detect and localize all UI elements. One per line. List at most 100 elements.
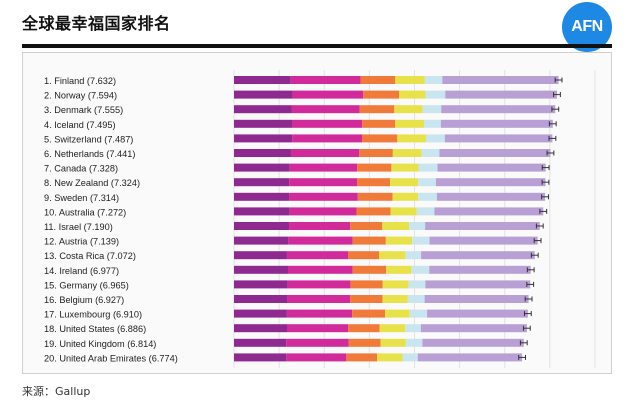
- bar-segment: [405, 338, 423, 347]
- bar-segment: [391, 163, 419, 172]
- bar-segment: [292, 119, 363, 128]
- bar-segment: [286, 338, 349, 347]
- bar-segment: [363, 90, 400, 99]
- bar-segment: [350, 295, 383, 303]
- bar-segment: [289, 178, 358, 187]
- bar-segment: [425, 222, 540, 230]
- bar-segment: [392, 149, 422, 157]
- bar-segment: [427, 309, 528, 318]
- bar-segment: [440, 119, 553, 128]
- bar-segment: [420, 324, 527, 333]
- country-label: 13. Costa Rica (7.072): [44, 251, 136, 261]
- bar-segment: [399, 90, 426, 99]
- bar-segment: [422, 105, 442, 114]
- country-label: 9. Sweden (7.314): [44, 193, 119, 203]
- bar-segment: [234, 236, 289, 245]
- bar-segment: [234, 149, 291, 157]
- bar-segment: [379, 324, 406, 333]
- bar-segment: [437, 163, 546, 172]
- bar-segment: [418, 178, 436, 187]
- bar-segment: [234, 280, 288, 289]
- country-label: 6. Netherlands (7.441): [44, 149, 135, 159]
- country-label: 5. Switzerland (7.487): [44, 134, 133, 144]
- bar-segment: [359, 105, 395, 114]
- bar-segment: [392, 192, 419, 201]
- bar-segment: [234, 295, 288, 303]
- bar-segment: [234, 265, 289, 274]
- bar-segment: [385, 309, 410, 318]
- bar-segment: [425, 90, 446, 99]
- bar-segment: [234, 90, 293, 99]
- bar-segment: [439, 149, 551, 157]
- bar-segment: [352, 236, 386, 245]
- bar-segment: [352, 265, 387, 274]
- country-label: 15. Germany (6.965): [44, 280, 129, 290]
- country-label: 14. Ireland (6.977): [44, 266, 119, 276]
- bar-segment: [348, 324, 380, 333]
- bar-segment: [357, 163, 392, 172]
- bar-segment: [359, 149, 393, 157]
- bar-segment: [348, 338, 381, 347]
- bar-segment: [379, 251, 406, 260]
- bar-segment: [346, 353, 378, 362]
- bar-segment: [382, 222, 410, 230]
- bar-segment: [234, 134, 293, 143]
- bar-segment: [234, 324, 288, 333]
- country-label: 19. United Kingdom (6.814): [44, 339, 156, 349]
- bar-segment: [288, 236, 353, 245]
- bar-segment: [390, 178, 419, 187]
- afn-logo: AFN: [562, 2, 612, 52]
- bar-segment: [424, 295, 529, 303]
- bar-segment: [394, 105, 423, 114]
- bar-segment: [289, 163, 358, 172]
- bar-segment: [234, 222, 290, 230]
- bar-segment: [350, 280, 383, 289]
- country-label: 8. New Zealand (7.324): [44, 178, 140, 188]
- bar-segment: [409, 309, 428, 318]
- bar-segment: [386, 265, 412, 274]
- bar-segment: [421, 149, 440, 157]
- bar-segment: [234, 338, 287, 347]
- bar-segment: [356, 207, 391, 216]
- bar-segment: [408, 280, 426, 289]
- country-label: 3. Denmark (7.555): [44, 105, 123, 115]
- bar-segment: [291, 105, 360, 114]
- bar-segment: [422, 338, 524, 347]
- bar-segment: [357, 192, 393, 201]
- bar-segment: [234, 207, 290, 216]
- title-divider: [22, 44, 612, 48]
- bar-segment: [397, 134, 427, 143]
- bar-segment: [287, 324, 349, 333]
- bar-segment: [390, 207, 417, 216]
- bar-segment: [416, 207, 435, 216]
- bar-segment: [289, 207, 357, 216]
- bar-segment: [234, 163, 290, 172]
- bar-segment: [286, 353, 347, 362]
- bar-segment: [352, 309, 386, 318]
- bar-segment: [347, 251, 380, 260]
- bar-segment: [442, 76, 559, 84]
- bar-segment: [417, 353, 523, 362]
- bar-segment: [234, 353, 287, 362]
- bar-segment: [429, 236, 538, 245]
- bar-segment: [377, 353, 403, 362]
- bar-segment: [360, 76, 396, 84]
- bar-segment: [421, 251, 535, 260]
- bar-segment: [385, 236, 413, 245]
- bar-segment: [289, 192, 358, 201]
- bar-segment: [350, 222, 383, 230]
- country-label: 12. Austria (7.139): [44, 237, 119, 247]
- bar-segment: [382, 295, 408, 303]
- bar-segment: [434, 207, 544, 216]
- bar-segment: [234, 192, 290, 201]
- bar-segment: [382, 280, 409, 289]
- country-label: 10. Australia (7.272): [44, 207, 126, 217]
- bar-segment: [423, 119, 441, 128]
- bar-segment: [289, 222, 351, 230]
- page-title: 全球最幸福国家排名: [22, 14, 171, 33]
- country-label: 18. United States (6.886): [44, 324, 146, 334]
- country-label: 11. Israel (7.190): [44, 222, 113, 232]
- bar-segment: [395, 76, 425, 84]
- bar-segment: [436, 192, 546, 201]
- country-label: 16. Belgium (6.927): [44, 295, 124, 305]
